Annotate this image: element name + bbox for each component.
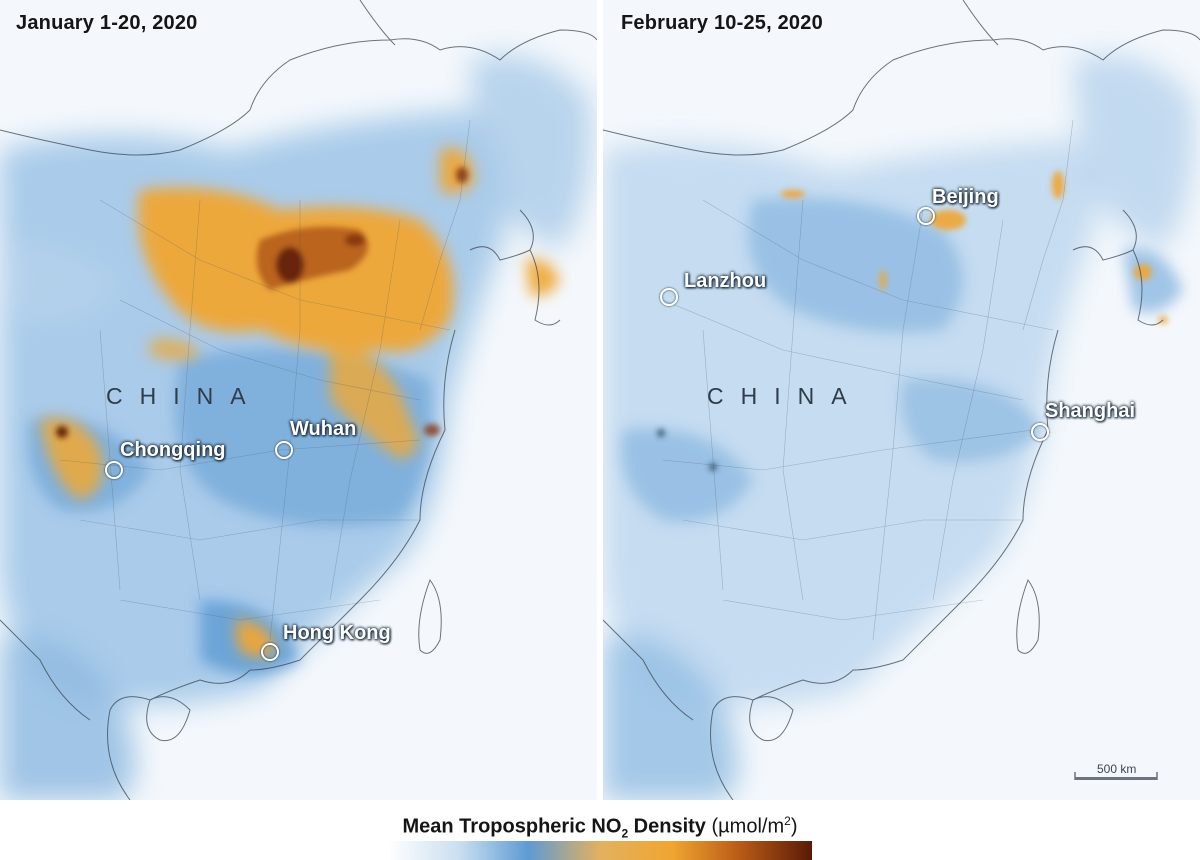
- legend-title-subscript: 2: [621, 826, 629, 841]
- city-label-chongqing: Chongqing: [120, 439, 226, 461]
- blue-core: [621, 198, 1183, 522]
- map-panel-february: February 10-25, 2020 CHINA Beijing Lanzh…: [603, 0, 1200, 800]
- country-label-china: CHINA: [707, 383, 864, 409]
- road-network: [662, 119, 1074, 641]
- panel-title-february: February 10-25, 2020: [621, 12, 823, 34]
- city-marker-beijing: [917, 207, 935, 225]
- legend-units-superscript: 2: [784, 814, 791, 828]
- borders: [0, 0, 597, 800]
- scale-bar: [1075, 777, 1157, 780]
- legend-title-main: Mean Tropospheric NO: [402, 815, 622, 838]
- legend-title: Mean Tropospheric NO2 Density (µmol/m2): [0, 814, 1200, 841]
- city-marker-wuhan: [275, 441, 293, 459]
- city-label-shanghai: Shanghai: [1045, 400, 1136, 422]
- legend-units-close: ): [790, 815, 798, 838]
- no2-map-january: [0, 0, 597, 800]
- country-label-china: CHINA: [106, 383, 263, 409]
- orange-pollution: [657, 171, 1168, 471]
- panel-title-january: January 1-20, 2020: [16, 12, 198, 34]
- city-label-lanzhou: Lanzhou: [684, 270, 767, 292]
- legend-color-bar: [388, 841, 812, 860]
- map-panel-january: January 1-20, 2020 CHINA Chongqing Wuhan…: [0, 0, 597, 800]
- city-label-wuhan: Wuhan: [290, 418, 357, 440]
- city-marker-shanghai: [1031, 423, 1049, 441]
- legend-title-after: Density: [628, 815, 706, 838]
- city-marker-lanzhou: [660, 288, 678, 306]
- city-label-hong-kong: Hong Kong: [283, 622, 391, 644]
- dark-hotspots: [56, 167, 468, 438]
- city-label-beijing: Beijing: [932, 186, 999, 208]
- scale-label: 500 km: [1097, 762, 1137, 776]
- blue-haze: [603, 55, 1195, 800]
- city-marker-chongqing: [105, 461, 123, 479]
- legend-units: (µmol/m: [705, 815, 785, 838]
- borders: [603, 0, 1200, 800]
- city-marker-hong-kong: [261, 643, 279, 661]
- no2-map-february: [603, 0, 1200, 800]
